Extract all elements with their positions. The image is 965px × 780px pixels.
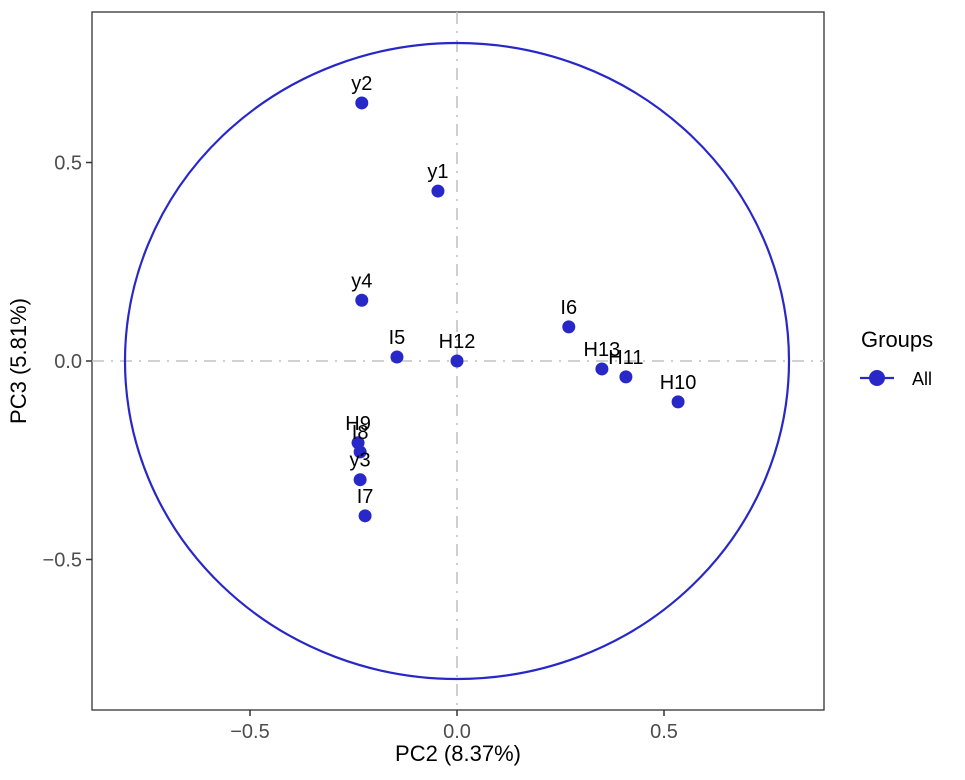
data-point-H11: [619, 370, 633, 384]
data-point-H13: [595, 362, 609, 376]
legend-item-label: All: [912, 369, 932, 389]
legend-title: Groups: [861, 327, 933, 352]
point-label-I7: I7: [357, 486, 374, 508]
correlation-circle: [123, 41, 791, 681]
data-point-H10: [671, 395, 685, 409]
point-label-y2: y2: [351, 73, 372, 95]
y-axis-title: PC3 (5.81%): [6, 298, 31, 424]
point-label-H9: H9: [345, 413, 371, 435]
data-point-I7: [358, 509, 372, 523]
data-point-I5: [390, 350, 404, 364]
y-axis-tick-label: 0.0: [54, 351, 82, 373]
data-point-y2: [355, 96, 369, 110]
legend: Groups All: [860, 327, 933, 389]
point-label-H12: H12: [439, 331, 476, 353]
axis-ticks: −0.5 0.0 0.5 0.5 0.0 −0.5: [43, 153, 678, 744]
legend-key-point-icon: [869, 370, 885, 386]
data-point-y1: [431, 184, 445, 198]
data-point-y3: [353, 473, 367, 487]
point-label-I5: I5: [389, 327, 406, 349]
point-label-y1: y1: [427, 161, 448, 183]
point-label-H11: H11: [608, 347, 643, 369]
point-label-I8: I8: [352, 422, 369, 444]
data-point-H12: [450, 354, 464, 368]
data-point-I6: [562, 320, 576, 334]
y-axis-tick-label: 0.5: [54, 153, 82, 175]
x-axis-tick-label: −0.5: [230, 721, 269, 743]
x-axis-title: PC2 (8.37%): [395, 741, 521, 766]
point-label-I6: I6: [560, 297, 577, 319]
data-point-y4: [355, 293, 369, 307]
legend-item-all: All: [860, 369, 932, 389]
y-axis-tick-label: −0.5: [43, 550, 82, 572]
data-point-I8: [353, 445, 367, 459]
data-points: [351, 96, 685, 523]
x-axis-tick-label: 0.5: [650, 721, 678, 743]
point-label-H13: H13: [584, 339, 621, 361]
point-label-H10: H10: [660, 372, 697, 394]
point-label-y3: y3: [350, 450, 371, 472]
point-label-y4: y4: [351, 270, 372, 292]
x-axis-tick-label: 0.0: [443, 721, 471, 743]
